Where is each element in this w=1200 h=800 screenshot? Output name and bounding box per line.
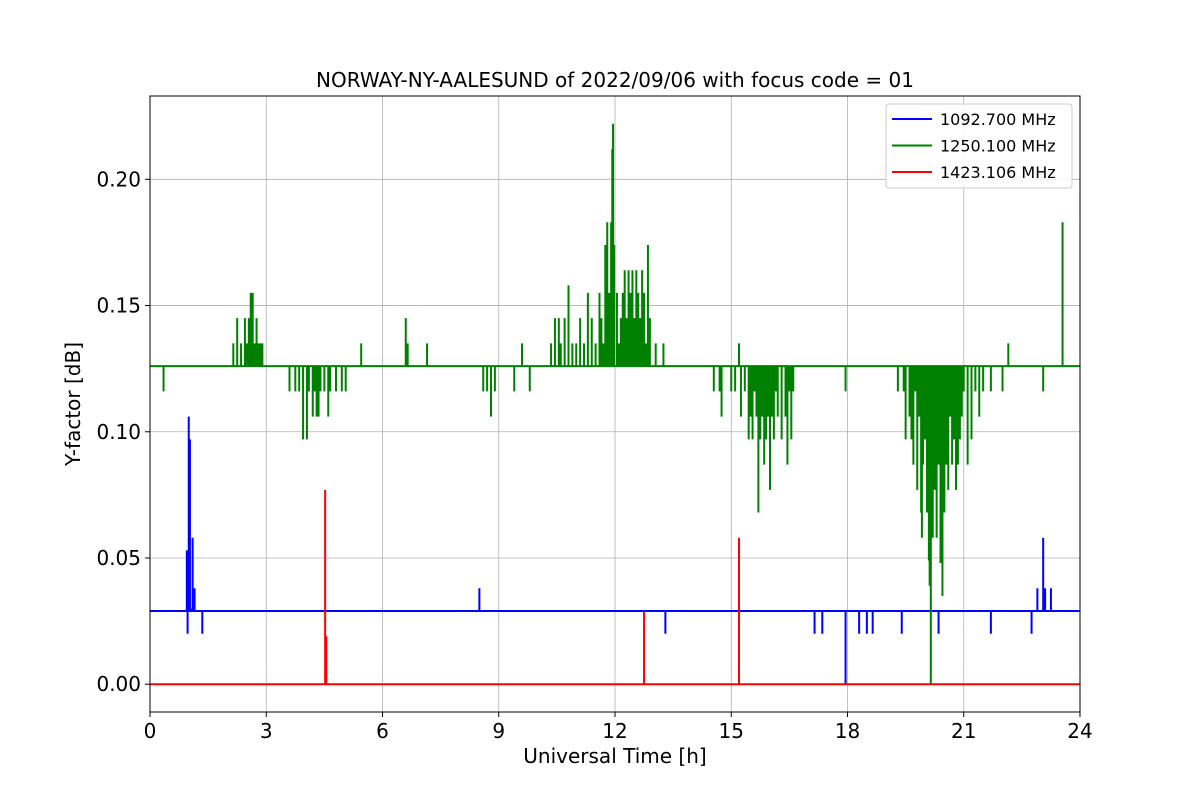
y-tick-label: 0.10 xyxy=(96,420,141,444)
series-line-1 xyxy=(150,416,1080,685)
y-tick-label: 0.15 xyxy=(96,294,141,318)
series-line-3 xyxy=(150,489,1080,686)
y-tick-label: 0.05 xyxy=(96,546,141,570)
x-tick-label: 6 xyxy=(376,719,389,743)
legend-label: 1092.700 MHz xyxy=(940,110,1056,129)
x-tick-label: 12 xyxy=(602,719,627,743)
chart-title: NORWAY-NY-AALESUND of 2022/09/06 with fo… xyxy=(316,68,914,92)
x-tick-label: 21 xyxy=(951,719,976,743)
legend-label: 1423.106 MHz xyxy=(940,163,1056,182)
x-tick-label: 24 xyxy=(1067,719,1092,743)
x-tick-label: 3 xyxy=(260,719,273,743)
y-tick-label: 0.20 xyxy=(96,167,141,191)
x-tick-label: 0 xyxy=(144,719,157,743)
y-axis-label: Y-factor [dB] xyxy=(61,342,85,467)
x-tick-label: 9 xyxy=(492,719,505,743)
x-axis: 0 3 6 9 12 15 18 21 24 xyxy=(144,712,1093,743)
y-axis: 0.00 0.05 0.10 0.15 0.20 xyxy=(96,167,150,696)
x-tick-label: 18 xyxy=(835,719,860,743)
legend-label: 1250.100 MHz xyxy=(940,137,1056,156)
series-line-2 xyxy=(150,123,1080,685)
legend-box xyxy=(885,103,1073,189)
x-axis-label: Universal Time [h] xyxy=(523,744,706,768)
x-tick-label: 15 xyxy=(719,719,744,743)
y-tick-label: 0.00 xyxy=(96,672,141,696)
series-layer xyxy=(150,123,1080,686)
legend: 1092.700 MHz 1250.100 MHz 1423.106 MHz xyxy=(885,103,1073,189)
